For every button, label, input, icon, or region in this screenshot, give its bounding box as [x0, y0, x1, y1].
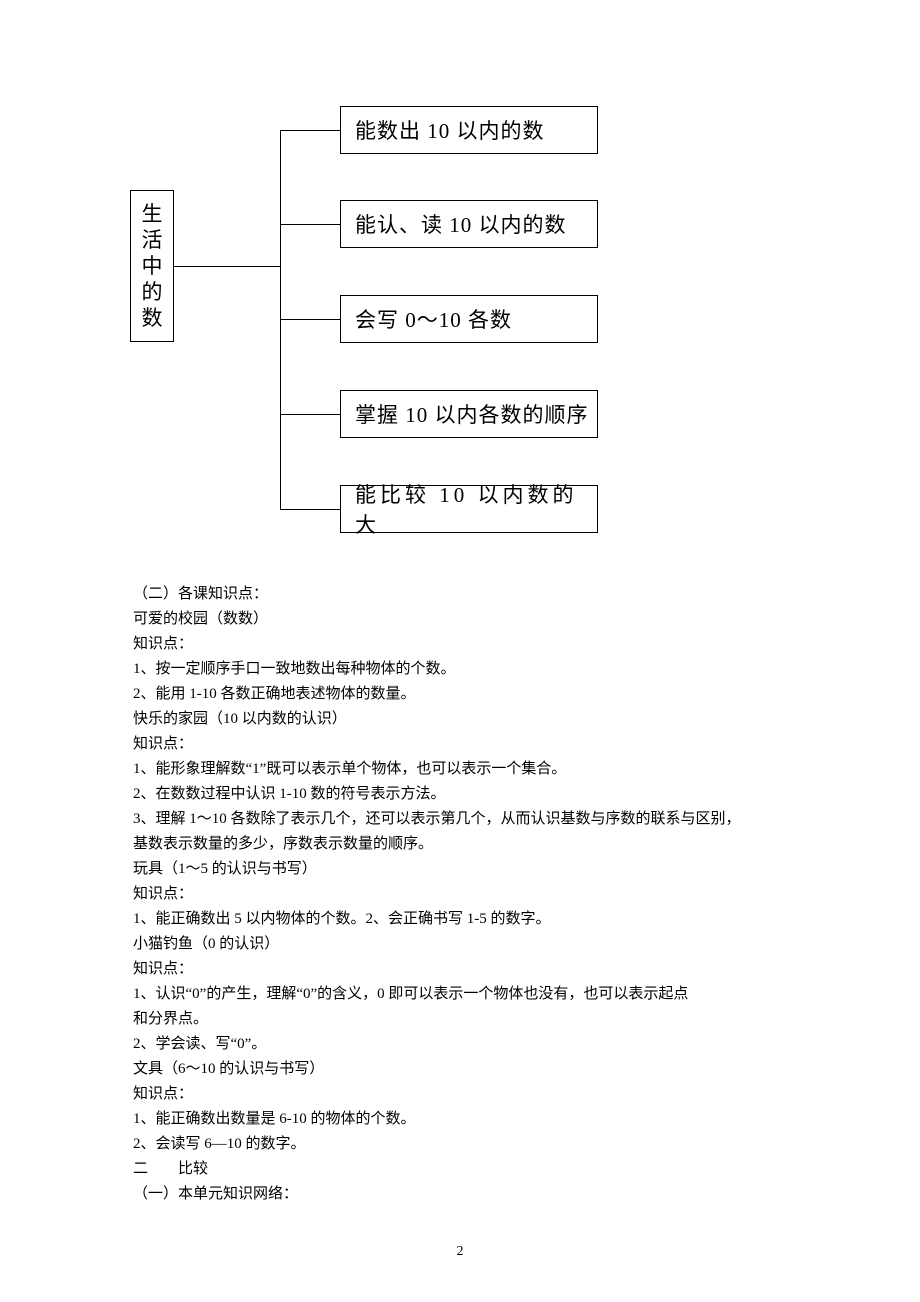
text-line: 2、能用 1-10 各数正确地表述物体的数量。	[133, 682, 793, 707]
connector-branch	[280, 319, 340, 320]
text-line: 可爱的校园（数数）	[133, 607, 793, 632]
body-text: （二）各课知识点：可爱的校园（数数）知识点：1、按一定顺序手口一致地数出每种物体…	[133, 582, 793, 1207]
text-line: 1、能正确数出 5 以内物体的个数。2、会正确书写 1-5 的数字。	[133, 907, 793, 932]
text-line: 知识点：	[133, 632, 793, 657]
page: 生活中的数 能数出 10 以内的数能认、读 10 以内的数会写 0～10 各数掌…	[0, 0, 920, 1302]
text-line: 知识点：	[133, 1082, 793, 1107]
text-line: 和分界点。	[133, 1007, 793, 1032]
leaf-node: 能数出 10 以内的数	[340, 106, 598, 154]
text-line: 2、在数数过程中认识 1-10 数的符号表示方法。	[133, 782, 793, 807]
text-line: 知识点：	[133, 732, 793, 757]
leaf-node: 能认、读 10 以内的数	[340, 200, 598, 248]
text-line: 1、按一定顺序手口一致地数出每种物体的个数。	[133, 657, 793, 682]
root-node: 生活中的数	[130, 190, 174, 342]
connector-branch	[280, 509, 340, 510]
text-line: 3、理解 1～10 各数除了表示几个，还可以表示第几个，从而认识基数与序数的联系…	[133, 807, 793, 832]
text-line: 小猫钓鱼（0 的认识）	[133, 932, 793, 957]
leaf-node: 掌握 10 以内各数的顺序	[340, 390, 598, 438]
connector-stem	[174, 266, 280, 267]
text-line: 基数表示数量的多少，序数表示数量的顺序。	[133, 832, 793, 857]
text-line: 知识点：	[133, 882, 793, 907]
connector-branch	[280, 130, 340, 131]
leaf-node: 能比较 10 以内数的大	[340, 485, 598, 533]
connector-branch	[280, 414, 340, 415]
text-line: 玩具（1～5 的认识与书写）	[133, 857, 793, 882]
leaf-node: 会写 0～10 各数	[340, 295, 598, 343]
text-line: （二）各课知识点：	[133, 582, 793, 607]
connector-trunk	[280, 130, 281, 509]
text-line: 2、会读写 6—10 的数字。	[133, 1132, 793, 1157]
text-line: 1、能形象理解数“1”既可以表示单个物体，也可以表示一个集合。	[133, 757, 793, 782]
connector-branch	[280, 224, 340, 225]
text-line: 1、认识“0”的产生，理解“0”的含义，0 即可以表示一个物体也没有，也可以表示…	[133, 982, 793, 1007]
text-line: 2、学会读、写“0”。	[133, 1032, 793, 1057]
text-line: 1、能正确数出数量是 6-10 的物体的个数。	[133, 1107, 793, 1132]
text-line: 文具（6～10 的认识与书写）	[133, 1057, 793, 1082]
text-line: （一）本单元知识网络：	[133, 1182, 793, 1207]
text-line: 快乐的家园（10 以内数的认识）	[133, 707, 793, 732]
knowledge-tree-diagram: 生活中的数 能数出 10 以内的数能认、读 10 以内的数会写 0～10 各数掌…	[130, 100, 790, 550]
page-number: 2	[0, 1244, 920, 1260]
text-line: 二 比较	[133, 1157, 793, 1182]
text-line: 知识点：	[133, 957, 793, 982]
